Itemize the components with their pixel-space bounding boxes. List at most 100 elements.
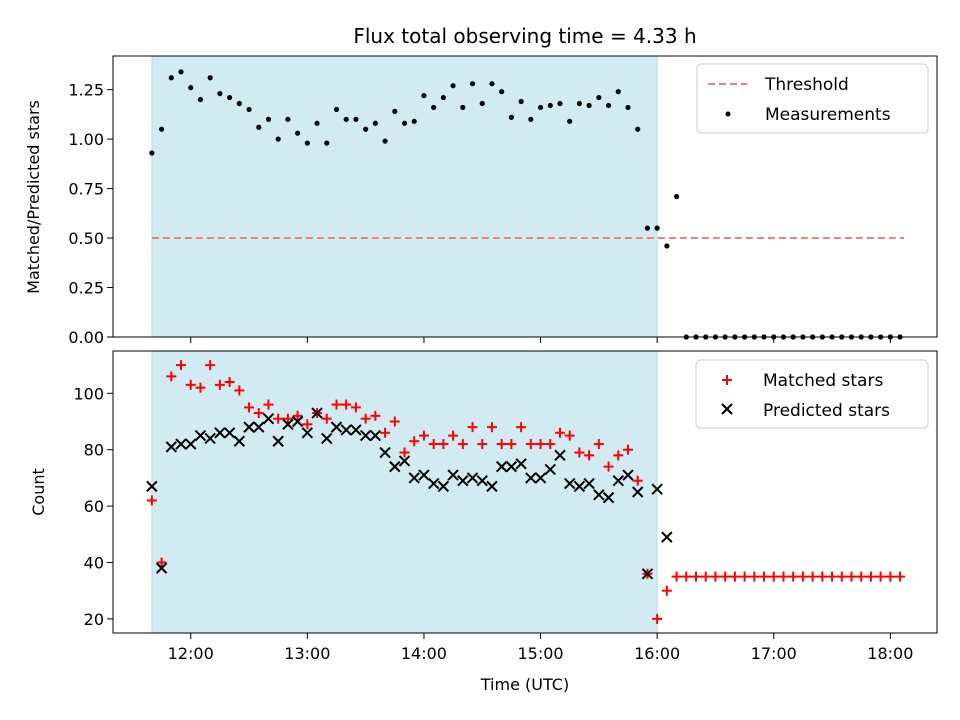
predicted-star-b bbox=[641, 568, 654, 580]
predicted-star-b bbox=[185, 438, 197, 450]
predicted-star-b bbox=[165, 441, 178, 453]
predicted-star-point bbox=[359, 429, 372, 442]
predicted-star-point bbox=[194, 429, 207, 442]
matched-star-point bbox=[613, 450, 624, 461]
matched-star-point bbox=[292, 410, 303, 421]
measurement-point bbox=[489, 81, 495, 87]
top-legend: Threshold Measurements bbox=[696, 63, 929, 134]
matched-star-point bbox=[720, 571, 731, 582]
legend-threshold-label: Threshold bbox=[764, 75, 849, 95]
predicted-star-b bbox=[612, 475, 624, 487]
matched-star-point bbox=[554, 427, 565, 438]
matched-star-point bbox=[574, 447, 585, 458]
predicted-star-point bbox=[651, 483, 663, 495]
predicted-star-point bbox=[495, 460, 508, 473]
measurement-point bbox=[421, 92, 427, 99]
bottom-x-ticks: 12:00 13:00 14:00 15:00 16:00 17:00 18:00 bbox=[168, 633, 913, 663]
predicted-star-b bbox=[175, 438, 187, 450]
measurement-point bbox=[324, 140, 330, 146]
matched-star-point bbox=[234, 385, 245, 396]
measurement-point bbox=[615, 89, 621, 95]
predicted-star-point bbox=[233, 435, 246, 447]
predicted-star-b bbox=[321, 432, 333, 445]
predicted-star-point bbox=[389, 460, 401, 473]
measurement-point bbox=[295, 130, 301, 136]
predicted-star-b bbox=[418, 469, 430, 481]
measurement-point bbox=[275, 136, 281, 142]
measurement-point bbox=[576, 100, 583, 107]
measurement-point bbox=[654, 225, 660, 231]
measurement-point bbox=[285, 116, 291, 122]
top-y-tick-label: 0.50 bbox=[68, 229, 104, 248]
matched-star-point bbox=[486, 422, 497, 433]
top-y-ticks: 0.00 0.25 0.50 0.75 1.00 1.25 bbox=[68, 81, 113, 347]
matched-star-point bbox=[885, 571, 896, 582]
measurement-point bbox=[197, 96, 204, 103]
predicted-star-point bbox=[593, 489, 605, 501]
matched-star-point bbox=[584, 450, 595, 461]
bottom-y-axis-label: Count bbox=[29, 468, 48, 516]
matched-star-point bbox=[448, 430, 459, 441]
matched-star-point bbox=[593, 439, 604, 450]
predicted-star-b bbox=[554, 449, 566, 462]
predicted-star-point bbox=[544, 463, 556, 476]
matched-star-point bbox=[321, 413, 332, 424]
predicted-star-point bbox=[418, 469, 430, 481]
measurement-point bbox=[246, 106, 252, 113]
predicted-star-b bbox=[466, 472, 479, 484]
matched-star-point bbox=[632, 475, 643, 486]
predicted-star-b bbox=[495, 460, 508, 473]
matched-star-point bbox=[370, 410, 381, 421]
predicted-star-point bbox=[330, 421, 343, 433]
matched-star-point bbox=[477, 439, 488, 450]
matched-star-point bbox=[214, 379, 225, 390]
legend-predicted-swatch bbox=[721, 403, 733, 415]
predicted-star-b bbox=[525, 472, 537, 484]
measurement-point bbox=[557, 100, 563, 107]
matched-star-point bbox=[768, 571, 779, 582]
predicted-star-b bbox=[534, 472, 547, 484]
measurement-point bbox=[635, 126, 641, 132]
matched-star-point bbox=[224, 377, 235, 388]
predicted-star-b bbox=[573, 480, 586, 493]
predicted-star-point bbox=[155, 562, 168, 574]
matched-star-point bbox=[331, 399, 342, 410]
matched-star-point bbox=[389, 416, 400, 427]
top-y-tick-label: 0.75 bbox=[68, 180, 104, 199]
predicted-star-point bbox=[622, 469, 634, 481]
predicted-star-b bbox=[379, 446, 391, 459]
predicted-star-point bbox=[253, 421, 265, 433]
predicted-star-point bbox=[534, 472, 547, 484]
predicted-star-b bbox=[563, 477, 576, 490]
matched-star-point bbox=[778, 571, 789, 582]
measurement-point bbox=[353, 116, 359, 122]
top-y-tick-label: 0.25 bbox=[68, 279, 104, 298]
measurement-point bbox=[207, 75, 213, 81]
matched-star-point bbox=[661, 585, 672, 596]
predicted-star-point bbox=[602, 491, 615, 504]
bottom-x-tick-label: 15:00 bbox=[517, 644, 563, 663]
predicted-star-b bbox=[389, 460, 401, 473]
predicted-star-point bbox=[321, 432, 333, 445]
predicted-star-b bbox=[359, 429, 372, 442]
matched-star-point bbox=[797, 571, 808, 582]
matched-star-point bbox=[875, 571, 886, 582]
predicted-star-b bbox=[515, 458, 527, 470]
measurement-point bbox=[392, 108, 398, 115]
measurement-point bbox=[625, 104, 631, 111]
matched-star-point bbox=[759, 571, 770, 582]
measurement-point bbox=[596, 94, 602, 101]
predicted-star-b bbox=[486, 480, 498, 493]
matched-star-point bbox=[671, 571, 682, 582]
measurement-point bbox=[673, 193, 680, 200]
predicted-star-b bbox=[583, 477, 595, 490]
matched-star-point bbox=[623, 444, 633, 455]
measurement-point bbox=[363, 126, 369, 132]
matched-star-point bbox=[253, 408, 264, 419]
predicted-star-point bbox=[641, 568, 654, 580]
measurement-point bbox=[178, 69, 184, 75]
matched-star-point bbox=[195, 382, 206, 393]
matched-star-point bbox=[263, 399, 274, 410]
predicted-star-point bbox=[146, 480, 158, 493]
predicted-star-point bbox=[214, 427, 226, 439]
